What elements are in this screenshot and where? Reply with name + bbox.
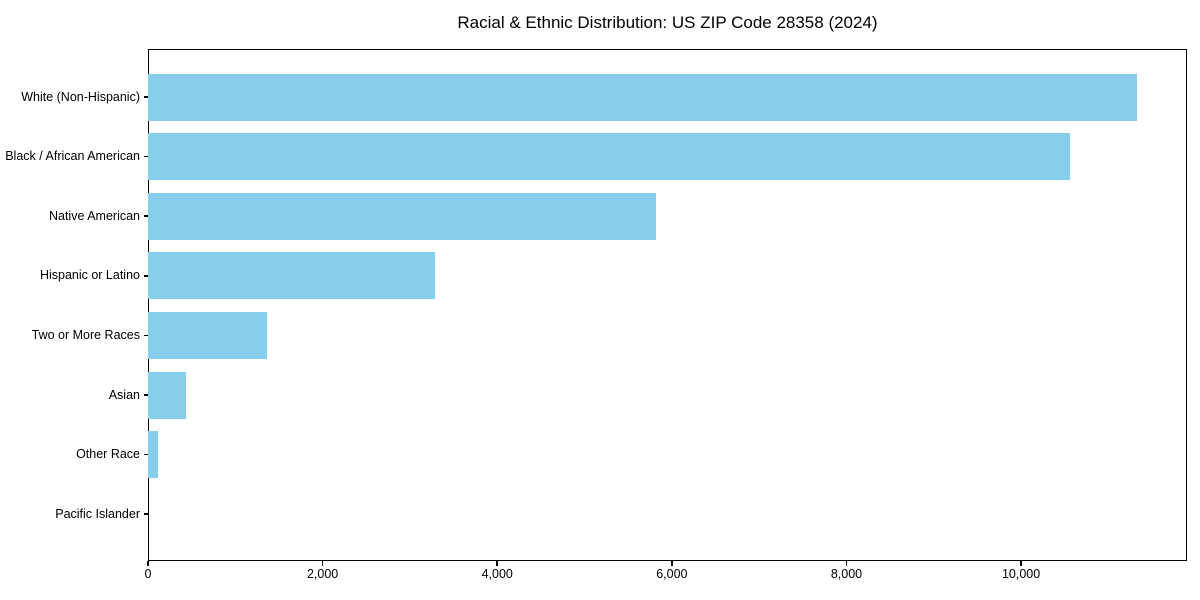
ytick-label-two-or-more-races: Two or More Races	[31, 327, 140, 342]
xtick-mark	[845, 561, 848, 566]
ytick-mark	[143, 155, 148, 158]
ytick-label-other-race: Other Race	[76, 447, 140, 462]
xtick-label-2-000: 2,000	[306, 567, 339, 581]
xtick-label-6-000: 6,000	[656, 567, 688, 581]
bar-black-african-american	[148, 133, 1070, 181]
bar-native-american	[148, 192, 657, 240]
ytick-mark	[143, 334, 148, 337]
xtick-mark	[147, 561, 149, 566]
ytick-label-hispanic-or-latino: Hispanic or Latino	[39, 268, 140, 283]
xtick-mark	[1020, 561, 1022, 566]
ytick-mark	[143, 394, 148, 396]
bar-hispanic-or-latino	[148, 252, 436, 300]
xtick-label-4-000: 4,000	[481, 567, 513, 581]
ytick-label-white-non-hispanic: White (Non-Hispanic)	[21, 89, 140, 104]
ytick-mark	[143, 453, 148, 456]
xtick-mark	[321, 561, 324, 566]
ytick-label-asian: Asian	[108, 387, 140, 402]
bar-white-non-hispanic	[148, 73, 1138, 121]
ytick-label-native-american: Native American	[48, 208, 140, 223]
xtick-mark	[496, 561, 498, 566]
bar-two-or-more-races	[148, 311, 268, 359]
xtick-label-10-000: 10,000	[1001, 567, 1041, 581]
xtick-label-8-000: 8,000	[830, 567, 863, 581]
chart-title: Racial & Ethnic Distribution: US ZIP Cod…	[457, 13, 878, 32]
xtick-label-0: 0	[144, 567, 152, 581]
ytick-mark	[143, 513, 148, 515]
ytick-mark	[143, 96, 148, 98]
xtick-mark	[671, 561, 673, 566]
plot-frame	[148, 49, 1187, 561]
bar-other-race	[148, 431, 159, 479]
ytick-label-pacific-islander: Pacific Islander	[55, 506, 140, 521]
ytick-label-black-african-american: Black / African American	[5, 149, 140, 164]
ytick-mark	[143, 215, 148, 217]
ytick-mark	[143, 275, 148, 277]
bar-asian	[148, 371, 186, 419]
